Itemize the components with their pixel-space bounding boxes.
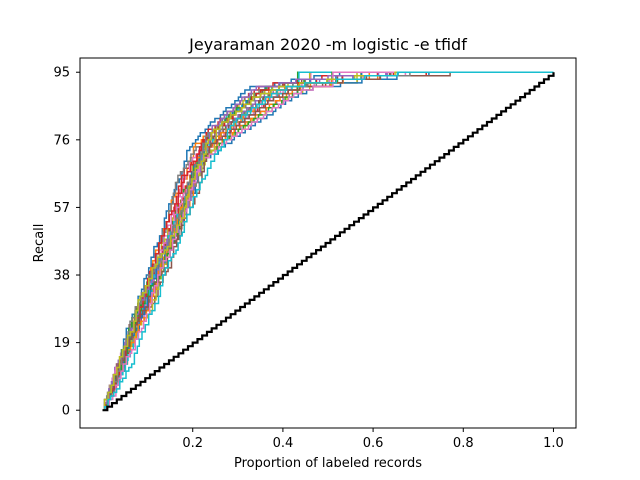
y-axis: 0 19 38 57 76 95 [53,66,80,419]
y-tick-label: 0 [62,404,70,419]
plot-area [102,71,555,412]
plot-frame [79,57,577,429]
y-tick-label: 57 [53,201,70,216]
y-axis-title: Recall [32,224,47,263]
y-tick-label: 76 [53,133,70,148]
x-tick-label: 0.2 [182,436,203,451]
chart-title: Jeyaraman 2020 -m logistic -e tfidf [188,35,467,54]
x-tick-label: 0.6 [363,436,384,451]
simulation-run-line [102,71,554,411]
y-tick-label: 38 [53,269,70,284]
random-baseline-line [102,72,555,412]
x-axis-title: Proportion of labeled records [234,456,422,471]
x-tick-label: 0.8 [453,436,474,451]
y-tick-label: 95 [53,66,70,81]
x-tick-label: 1.0 [543,436,564,451]
simulation-run-line [102,71,554,411]
y-tick-label: 19 [53,336,70,351]
x-axis: 0.2 0.4 0.6 0.8 1.0 [182,428,564,451]
x-tick-label: 0.4 [273,436,294,451]
